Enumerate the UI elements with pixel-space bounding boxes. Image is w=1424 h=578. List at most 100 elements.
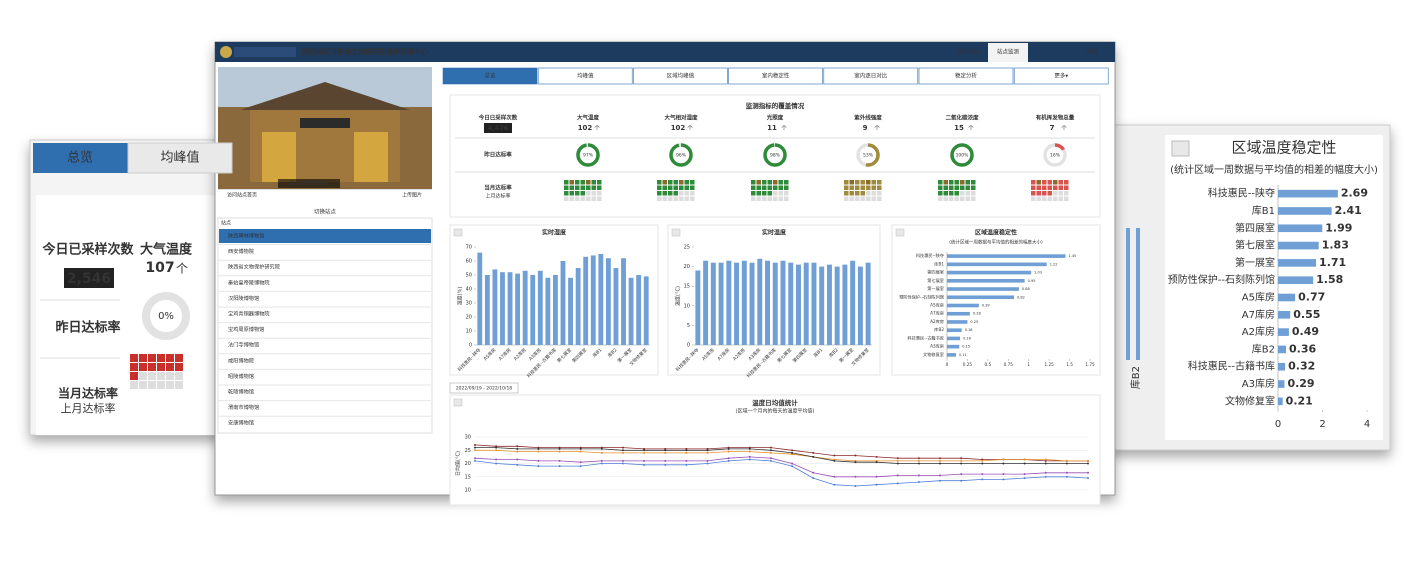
site-item[interactable]: 秦始皇帝陵博物院 — [228, 278, 270, 286]
status-cell — [877, 191, 882, 196]
bar — [710, 262, 716, 345]
tab[interactable] — [728, 67, 823, 85]
tab-label[interactable]: 室内逐日对比 — [854, 72, 888, 80]
point — [685, 449, 688, 452]
bar — [492, 269, 498, 345]
status-cell — [767, 191, 772, 196]
series-line — [475, 449, 1088, 462]
tab[interactable] — [442, 67, 538, 85]
tab-label[interactable]: 区域均峰值 — [667, 72, 695, 80]
point — [558, 465, 561, 468]
bar — [545, 277, 551, 345]
x-tick-label: 2 — [1319, 419, 1325, 430]
status-cell — [668, 196, 673, 201]
download-button[interactable] — [671, 228, 681, 237]
tab-label[interactable]: 均峰值 — [577, 72, 594, 80]
point — [474, 443, 476, 446]
status-cell — [844, 191, 849, 196]
tab-label[interactable]: 更多▾ — [1054, 72, 1068, 80]
status-cell — [657, 180, 662, 185]
point — [896, 457, 899, 460]
status-cell — [784, 191, 789, 196]
tab[interactable] — [1013, 67, 1109, 85]
counter — [64, 268, 114, 288]
link: 访问站点首页 — [227, 192, 257, 199]
status-cell — [954, 185, 959, 190]
date-range[interactable]: 2022/09/19 - 2022/10/18 — [456, 386, 512, 392]
site-item[interactable]: 渭南市博物馆 — [228, 403, 259, 411]
bar — [1136, 228, 1140, 360]
y-tick-label: 40 — [466, 287, 472, 293]
tab[interactable] — [633, 67, 728, 85]
point — [854, 454, 857, 457]
site-item[interactable]: 陕西碑林博物馆 — [228, 232, 264, 240]
bar — [1126, 228, 1130, 360]
status-cell — [157, 372, 165, 380]
y-tick-label: 60 — [466, 259, 472, 265]
site-item[interactable]: 乾陵博物馆 — [228, 388, 254, 396]
metric-name: 紫外线强度 — [854, 114, 882, 122]
status-cell — [778, 185, 783, 190]
y-tick-label: A3库房 — [1242, 377, 1275, 390]
tab[interactable] — [918, 67, 1014, 85]
tab[interactable] — [537, 67, 633, 85]
y-tick-label: A2库房 — [930, 318, 944, 325]
status-cell — [762, 196, 767, 201]
point — [981, 478, 984, 481]
bar — [826, 264, 832, 345]
status-cell — [586, 180, 591, 185]
point — [833, 475, 836, 478]
x-tick-label: 1.5 — [1066, 362, 1073, 367]
bar — [1278, 276, 1314, 284]
bar — [947, 278, 1025, 283]
series-line — [474, 444, 1088, 462]
site-item[interactable]: 宝鸡青铜器博物院 — [228, 310, 270, 318]
tab-label[interactable]: 室内稳定性 — [762, 72, 790, 80]
site-item[interactable]: 昭陵博物馆 — [228, 372, 254, 380]
status-cell — [871, 185, 876, 190]
site-item[interactable]: 安康博物馆 — [228, 419, 254, 427]
bar — [477, 252, 483, 345]
site-item[interactable]: 咸阳博物院 — [228, 356, 255, 364]
status-cell — [575, 185, 580, 190]
point — [981, 473, 984, 476]
point — [748, 450, 751, 453]
site-item[interactable]: 汉阳陵博物馆 — [228, 294, 259, 302]
site-item[interactable]: 宝鸡周原博物馆 — [228, 325, 264, 333]
site-item[interactable]: 法门寺博物馆 — [228, 341, 259, 349]
download-button[interactable] — [453, 398, 463, 407]
nav-item[interactable]: 综合评估 — [957, 48, 980, 56]
site-item[interactable]: 陕西省文物保护研究院 — [228, 263, 281, 271]
point — [769, 459, 772, 462]
tab[interactable] — [823, 67, 919, 85]
tab-label[interactable]: 总览 — [484, 72, 496, 80]
point — [981, 459, 984, 462]
tab-label[interactable]: 稳定分析 — [955, 72, 978, 80]
value-label: 0.21 — [1286, 394, 1313, 407]
status-cell — [756, 180, 761, 185]
nav-item[interactable]: 退出 — [1086, 48, 1097, 56]
y-tick-label: 第四展室 — [927, 269, 944, 276]
nav-item[interactable]: 站点监测 — [997, 48, 1020, 56]
bar — [568, 277, 573, 345]
bar — [749, 262, 755, 345]
status-cell — [657, 191, 662, 196]
download-button[interactable] — [1171, 140, 1190, 157]
point — [685, 463, 688, 466]
point — [917, 474, 920, 477]
y-tick-label: 10 — [465, 488, 471, 494]
donut-arc — [669, 143, 693, 167]
bar — [834, 266, 840, 345]
y-tick-label: 25 — [465, 448, 471, 454]
y-tick-label: 文物修复室 — [923, 351, 944, 358]
download-button[interactable] — [453, 228, 463, 237]
status-cell — [860, 185, 865, 190]
site-item[interactable]: 西安博物院 — [228, 247, 255, 255]
status-cell — [1047, 185, 1052, 190]
status-cell — [684, 191, 689, 196]
status-cell — [1047, 196, 1052, 201]
status-cell — [784, 180, 789, 185]
count: 7 — [1050, 124, 1055, 132]
y-tick-label: 文物修复室 — [1225, 394, 1275, 407]
download-button[interactable] — [895, 228, 905, 237]
